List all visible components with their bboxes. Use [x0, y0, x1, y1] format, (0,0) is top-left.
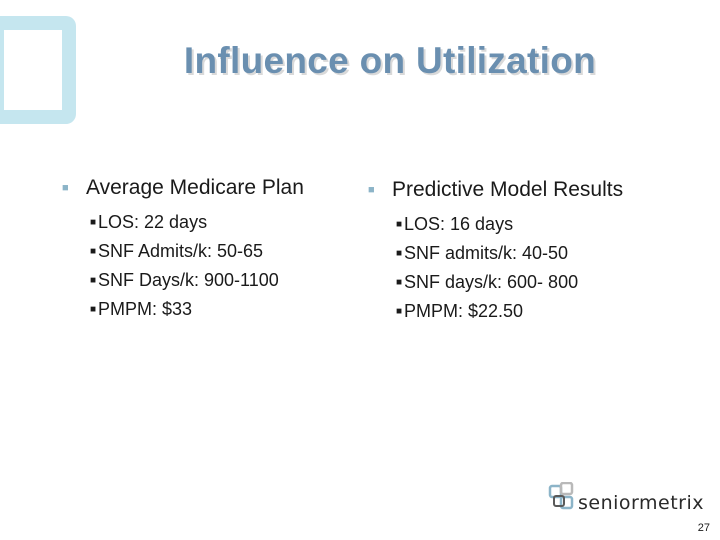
list-item: ■ SNF admits/k: 40-50 [396, 239, 686, 268]
right-column: ■ Predictive Model Results ■ LOS: 16 days… [366, 178, 686, 326]
square-bullet-icon: ■ [368, 184, 375, 196]
square-bullet-icon: ■ [62, 182, 69, 194]
list-item: ■ PMPM: $22.50 [396, 297, 686, 326]
square-bullet-icon: ■ [90, 275, 97, 286]
square-bullet-icon: ■ [396, 219, 403, 230]
square-bullet-icon: ■ [396, 277, 403, 288]
corner-decoration [0, 16, 76, 124]
square-bullet-icon: ■ [396, 306, 403, 317]
square-bullet-icon: ■ [90, 217, 97, 228]
left-heading-text: Average Medicare Plan [86, 176, 304, 199]
list-item: ■ SNF days/k: 600- 800 [396, 268, 686, 297]
list-item: ■ PMPM: $33 [90, 295, 350, 324]
right-items: ■ LOS: 16 days ■ SNF admits/k: 40-50 ■ SNF … [366, 210, 686, 326]
list-item: ■ SNF Admits/k: 50-65 [90, 237, 350, 266]
right-column-heading: ■ Predictive Model Results [366, 178, 686, 202]
square-bullet-icon: ■ [90, 304, 97, 315]
right-heading-text: Predictive Model Results [392, 178, 624, 201]
left-items: ■ LOS: 22 days ■ SNF Admits/k: 50-65 ■ SNF … [60, 208, 350, 324]
left-column-heading: ■ Average Medicare Plan [60, 176, 350, 200]
left-column: ■ Average Medicare Plan ■ LOS: 22 days ■ S… [60, 176, 350, 324]
list-item: ■ SNF Days/k: 900-1100 [90, 266, 350, 295]
square-bullet-icon: ■ [90, 246, 97, 257]
slide-title: Influence on Utilization [183, 40, 597, 81]
overlapping-squares-logo-icon [548, 482, 574, 510]
list-item: ■ LOS: 16 days [396, 210, 686, 239]
page-number: 27 [697, 522, 710, 534]
logo-text: seniormetrix [578, 492, 704, 514]
square-bullet-icon: ■ [396, 248, 403, 259]
seniormetrix-logo: seniormetrix [548, 482, 704, 516]
list-item: ■ LOS: 22 days [90, 208, 350, 237]
